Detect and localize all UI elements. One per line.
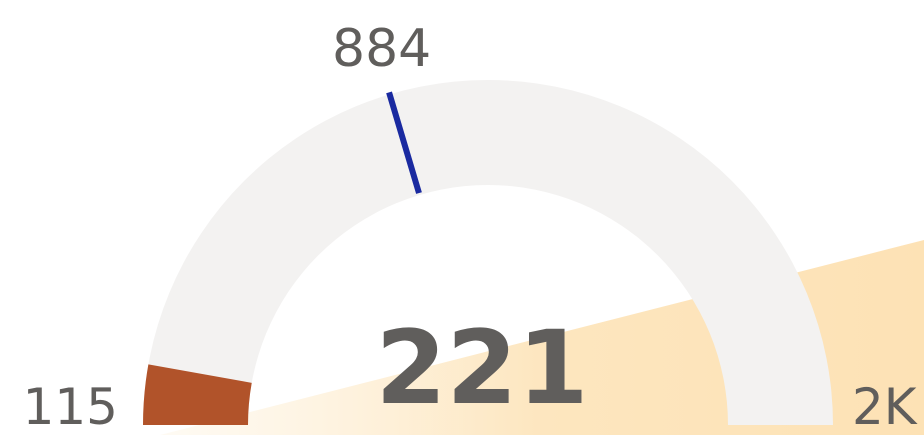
gauge-value	[143, 364, 252, 425]
gauge: 884 115 2K 221	[23, 19, 918, 435]
min-label: 115	[23, 378, 118, 435]
target-label: 884	[332, 19, 431, 79]
target-marker	[386, 91, 422, 194]
gauge-track	[143, 80, 833, 425]
value-label: 221	[376, 309, 589, 428]
max-label: 2K	[852, 378, 918, 435]
